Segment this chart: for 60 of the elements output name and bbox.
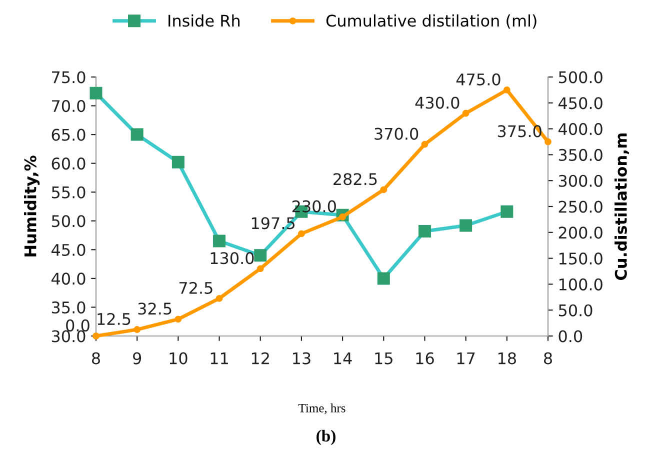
point	[134, 326, 141, 333]
y-tick-label: 55.0	[52, 186, 86, 198]
data-label: 370.0	[374, 128, 418, 140]
data-label: 12.5	[98, 312, 130, 326]
y2-tick-label: 200.0	[558, 226, 602, 239]
point	[462, 110, 470, 117]
x-axis-title: Time, hrs	[298, 404, 346, 414]
x-tick-label: 15	[375, 352, 392, 364]
x-tick-label: 9	[133, 352, 142, 364]
y-tick-label: 45.0	[51, 244, 86, 256]
point	[421, 140, 428, 148]
data-label: 475.0	[456, 73, 500, 86]
point	[298, 230, 305, 238]
y-tick-label: 75.0	[52, 71, 86, 84]
y-tick-label: 30.0	[52, 330, 86, 342]
y2-tick-label: 500.0	[558, 71, 602, 84]
y2-tick-label: 350.0	[558, 148, 602, 161]
y-axis-title: Humidity,%	[24, 156, 40, 256]
x-tick-label: 8	[92, 352, 100, 364]
point	[503, 86, 510, 94]
y2-tick-label: 450.0	[558, 97, 602, 110]
legend-label: Cumulative distilation (ml)	[326, 14, 536, 29]
y-tick-label: 40.0	[51, 272, 86, 285]
x-tick-label: 8	[544, 352, 552, 364]
y-tick-label: 35.0	[52, 301, 86, 314]
y2-tick-label: 100.0	[559, 278, 602, 290]
x-tick-label: 10	[170, 352, 188, 364]
data-label: 430.0	[415, 96, 460, 109]
point	[380, 186, 388, 194]
x-tick-label: 18	[498, 352, 516, 364]
y-tick-label: 65.0	[52, 128, 86, 141]
x-tick-label: 12	[252, 352, 269, 364]
y-tick-label: 60.0	[52, 158, 86, 170]
data-label: 130.0	[210, 252, 254, 264]
y2-tick-label: 0.0	[558, 330, 582, 342]
point	[256, 265, 264, 272]
data-label: 282.5	[334, 173, 377, 186]
y2-tick-label: 50.0	[558, 304, 592, 316]
x-tick-label: 11	[210, 352, 228, 364]
x-tick-label: 13	[293, 352, 310, 364]
y-tick-label: 70.0	[52, 100, 86, 112]
y2-axis-title: Cu.distillation,m	[614, 133, 629, 280]
legend-label: Inside Rh	[168, 14, 240, 27]
point	[216, 294, 223, 302]
y2-tick-label: 150.0	[559, 252, 602, 265]
x-tick-label: 17	[457, 352, 475, 364]
data-label: 0.0	[66, 319, 90, 332]
point	[174, 316, 182, 323]
data-label: 32.5	[138, 302, 172, 315]
text: (b)	[316, 430, 336, 445]
x-tick-label: 14	[334, 352, 352, 364]
data-label: 72.5	[179, 282, 212, 294]
point	[544, 138, 552, 146]
y2-tick-label: 250.0	[558, 200, 602, 213]
y2-tick-label: 300.0	[558, 174, 602, 187]
y-tick-label: 50.0	[52, 215, 86, 228]
point	[92, 332, 100, 340]
y2-tick-label: 400.0	[558, 123, 602, 136]
x-tick-label: 16	[416, 352, 434, 364]
data-label: 230.0	[292, 200, 336, 212]
